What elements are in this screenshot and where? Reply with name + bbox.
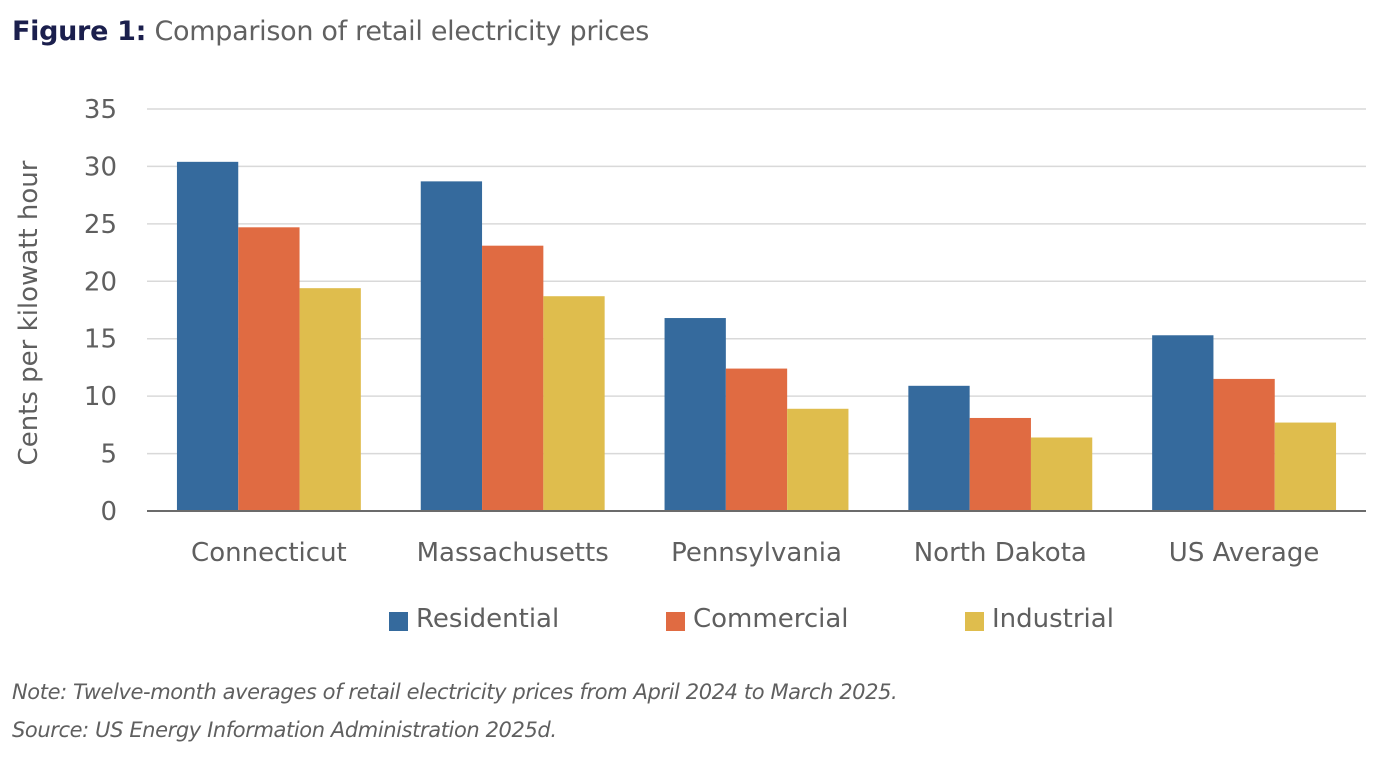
y-tick-label: 5 [100,440,117,470]
figure-title: Figure 1: Comparison of retail electrici… [12,16,649,47]
x-tick-label: Connecticut [191,538,347,568]
bar-commercial-us-average [1213,378,1275,511]
y-tick-label: 25 [84,210,117,240]
bar-commercial-connecticut [238,227,300,511]
figure-label: Figure 1: [12,16,147,47]
bar-industrial-us-average [1274,422,1337,511]
legend-label: Residential [416,604,560,634]
bar-commercial-massachusetts [482,245,544,511]
legend-swatch [389,611,408,631]
legend-label: Industrial [992,604,1114,634]
bar-residential-massachusetts [420,181,483,512]
bar-industrial-north-dakota [1030,437,1093,511]
bars [176,161,1337,512]
y-tick-label: 10 [84,382,117,412]
y-tick-label: 15 [84,325,117,355]
y-tick-label: 35 [84,95,117,125]
bar-chart: 0 5 10 15 20 25 30 35 Connecticut Massachusetts P… [14,95,1366,568]
y-tick-label: 20 [84,267,117,297]
legend-item-industrial: Industrial [965,604,1114,634]
x-tick-label: Massachusetts [417,538,609,568]
x-tick-label: US Average [1169,538,1320,568]
figure-title-text: Comparison of retail electricity prices [154,16,649,47]
x-tick-label: Pennsylvania [671,538,842,568]
bar-industrial-pennsylvania [787,408,849,511]
x-tick-label: North Dakota [914,538,1087,568]
bar-industrial-massachusetts [543,296,605,511]
legend: Residential Commercial Industrial [0,604,1394,644]
legend-item-commercial: Commercial [666,604,849,634]
legend-label: Commercial [693,604,849,634]
bar-commercial-pennsylvania [725,368,788,511]
note-text: Note: Twelve-month averages of retail el… [12,680,898,704]
y-tick-label: 30 [84,152,117,182]
bar-commercial-north-dakota [969,417,1031,511]
legend-swatch [965,611,984,631]
x-axis-categories: Connecticut Massachusetts Pennsylvania Nort… [191,538,1319,568]
bar-residential-us-average [1152,335,1214,511]
bar-industrial-connecticut [299,288,361,511]
bar-residential-pennsylvania [664,318,726,511]
y-axis-label: Cents per kilowatt hour [14,160,44,465]
y-tick-label: 0 [100,497,117,527]
source-text: Source: US Energy Information Administra… [12,718,557,742]
bar-residential-north-dakota [908,385,970,511]
legend-swatch [666,611,685,631]
bar-residential-connecticut [176,161,239,511]
y-axis-ticks: 0 5 10 15 20 25 30 35 [84,95,117,527]
legend-item-residential: Residential [389,604,559,634]
